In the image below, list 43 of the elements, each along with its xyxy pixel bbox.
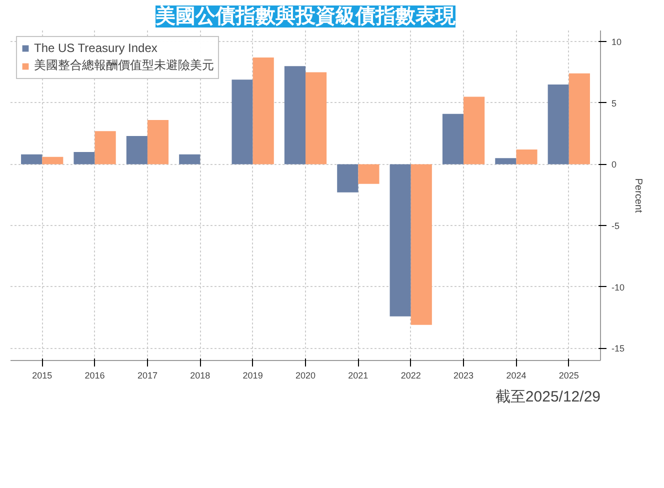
bar <box>358 164 380 184</box>
y-tick-label: -10 <box>612 282 625 292</box>
bar <box>252 57 274 164</box>
bar <box>42 156 64 164</box>
bar <box>21 154 42 164</box>
x-tick-label: 2025 <box>558 370 579 380</box>
bar <box>306 72 327 164</box>
bar <box>548 84 569 164</box>
bar <box>390 164 411 316</box>
bar <box>568 73 590 164</box>
bar <box>284 66 306 164</box>
x-tick-label: 2018 <box>190 370 210 380</box>
bar <box>126 136 148 164</box>
bar <box>464 96 485 164</box>
x-tick-label: 2024 <box>506 370 526 380</box>
y-axis-title: Percent <box>632 178 644 213</box>
y-tick-label: 10 <box>612 37 622 48</box>
y-tick-label: 5 <box>612 98 617 108</box>
x-tick-label: 2017 <box>137 370 158 380</box>
y-tick-label: -5 <box>612 221 620 232</box>
bar <box>74 152 95 164</box>
x-tick-label: 2019 <box>242 370 263 380</box>
y-tick-label: 0 <box>612 160 617 170</box>
bar <box>94 131 116 164</box>
legend-label: 美國整合總報酬價值型未避險美元 <box>34 57 214 74</box>
legend-label: The US Treasury Index <box>34 41 158 55</box>
text: 截至2025/12/29 <box>495 388 601 406</box>
bar <box>232 80 253 164</box>
bar <box>147 120 169 164</box>
x-tick-label: 2022 <box>400 370 421 380</box>
x-tick-label: 2023 <box>454 370 474 380</box>
x-tick-label: 2015 <box>32 370 52 380</box>
bar <box>179 154 200 164</box>
x-tick-label: 2020 <box>295 370 316 380</box>
bar <box>410 164 432 325</box>
x-tick-label: 2016 <box>84 370 105 380</box>
bar <box>337 164 358 192</box>
bar <box>442 114 464 164</box>
y-tick-label: -15 <box>612 344 625 354</box>
chart-title: 美國公債指數與投資級債指數表現 <box>154 4 456 28</box>
x-tick-label: 2021 <box>348 370 368 380</box>
bar <box>495 158 516 164</box>
bar <box>516 149 538 164</box>
